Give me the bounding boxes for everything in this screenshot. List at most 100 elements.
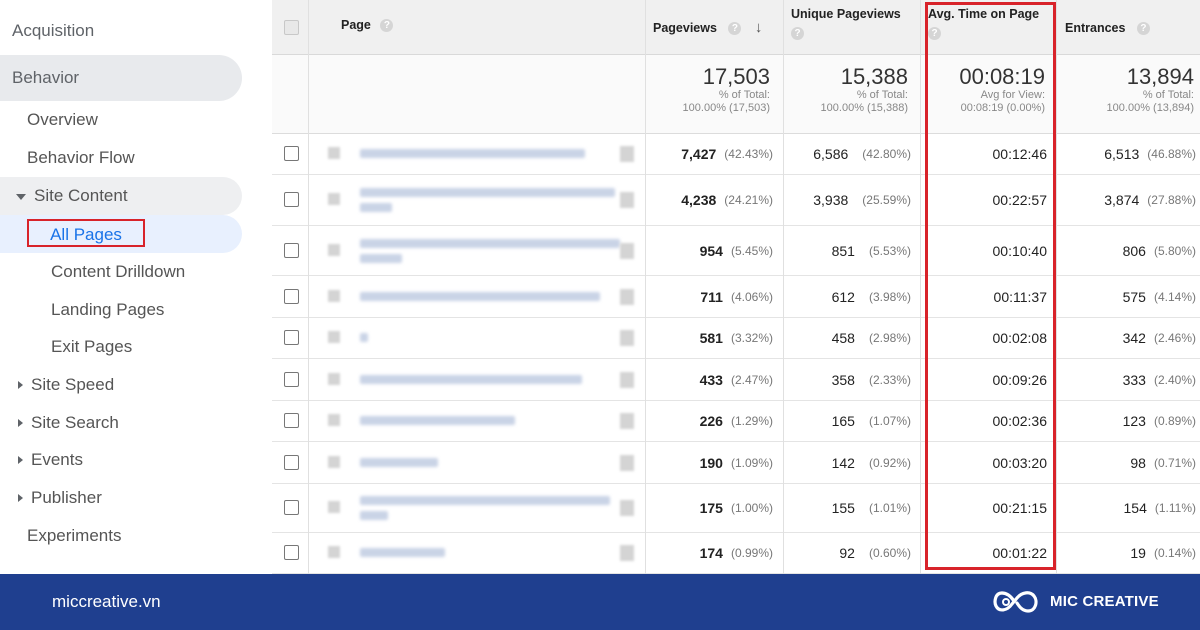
table-row[interactable]: 711 (4.06%) 612 (3.98%) 00:11:37 575 (4.14%)	[272, 276, 1200, 318]
open-page-icon[interactable]	[620, 413, 634, 429]
sidebar-item-label: Site Search	[31, 413, 119, 432]
sidebar-item-behavior-flow[interactable]: Behavior Flow	[27, 139, 135, 177]
page-url-link[interactable]	[360, 548, 445, 557]
table-row[interactable]: 581 (3.32%) 458 (2.98%) 00:02:08 342 (2.46%)	[272, 318, 1200, 359]
cell-percent: (1.00%)	[730, 501, 773, 515]
page-url-link[interactable]	[360, 511, 388, 520]
cell-avg-time: 00:22:57	[920, 175, 1048, 225]
sidebar-item-acquisition[interactable]: Acquisition	[12, 12, 94, 50]
sidebar-item-experiments[interactable]: Experiments	[27, 517, 121, 555]
page-url-link[interactable]	[360, 149, 585, 158]
sidebar-item-content-drilldown[interactable]: Content Drilldown	[51, 253, 185, 291]
open-page-icon[interactable]	[620, 146, 634, 162]
sidebar-item-behavior[interactable]: Behavior	[0, 55, 242, 101]
cell-pageviews: 4,238 (24.21%)	[645, 175, 773, 225]
open-page-icon[interactable]	[620, 500, 634, 516]
column-header-page[interactable]: Page ?	[341, 0, 641, 54]
row-checkbox[interactable]	[284, 192, 299, 207]
question-circle-icon[interactable]: ?	[1136, 22, 1150, 36]
cell-percent: (4.14%)	[1153, 289, 1196, 304]
cell-percent: (0.99%)	[730, 546, 773, 560]
open-page-icon[interactable]	[620, 289, 634, 305]
page-favicon-icon	[328, 331, 340, 343]
column-header-entrances[interactable]: Entrances ?	[1065, 0, 1195, 54]
open-page-icon[interactable]	[620, 243, 634, 259]
sidebar-item-label: Overview	[27, 110, 98, 129]
page-favicon-icon	[328, 501, 340, 513]
footer-site-url[interactable]: miccreative.vn	[52, 592, 161, 611]
page-url-link[interactable]	[360, 496, 610, 505]
caret-right-icon	[18, 493, 23, 502]
table-row[interactable]: 190 (1.09%) 142 (0.92%) 00:03:20 98 (0.71%)	[272, 442, 1200, 484]
row-checkbox[interactable]	[284, 500, 299, 515]
page-url-link[interactable]	[360, 333, 368, 342]
page-url-link[interactable]	[360, 375, 582, 384]
page-url-link[interactable]	[360, 458, 438, 467]
cell-pageviews: 226 (1.29%)	[645, 401, 773, 441]
sidebar-item-site-search[interactable]: Site Search	[18, 404, 119, 442]
row-checkbox[interactable]	[284, 413, 299, 428]
question-circle-icon[interactable]: ?	[928, 27, 941, 40]
sidebar-item-publisher[interactable]: Publisher	[18, 479, 102, 517]
cell-percent: (5.45%)	[730, 243, 773, 258]
sidebar-item-site-content[interactable]: Site Content	[0, 177, 242, 215]
cell-percent: (3.98%)	[868, 289, 911, 304]
question-circle-icon[interactable]: ?	[791, 27, 804, 40]
cell-avg-time: 00:03:20	[920, 442, 1048, 483]
question-circle-icon[interactable]: ?	[380, 19, 394, 33]
row-checkbox[interactable]	[284, 455, 299, 470]
sidebar-item-landing-pages[interactable]: Landing Pages	[51, 291, 164, 329]
sidebar-item-overview[interactable]: Overview	[27, 101, 98, 139]
page-url-link[interactable]	[360, 254, 402, 263]
page-url-link[interactable]	[360, 203, 392, 212]
cell-value: 581	[699, 330, 723, 346]
row-checkbox[interactable]	[284, 289, 299, 304]
row-checkbox[interactable]	[284, 146, 299, 161]
row-checkbox[interactable]	[284, 372, 299, 387]
table-row[interactable]: 4,238 (24.21%) 3,938 (25.59%) 00:22:57 3,874 (…	[272, 175, 1200, 226]
sidebar-item-label: Publisher	[31, 488, 102, 507]
open-page-icon[interactable]	[620, 372, 634, 388]
cell-avg-time: 00:12:46	[920, 134, 1048, 174]
table-row[interactable]: 433 (2.47%) 358 (2.33%) 00:09:26 333 (2.40%)	[272, 359, 1200, 401]
question-circle-icon[interactable]: ?	[728, 22, 742, 36]
sidebar-item-site-speed[interactable]: Site Speed	[18, 366, 114, 404]
sidebar-item-exit-pages[interactable]: Exit Pages	[51, 328, 132, 366]
sidebar-item-events[interactable]: Events	[18, 441, 83, 479]
page-favicon-icon	[328, 414, 340, 426]
column-header-avg-time[interactable]: Avg. Time on Page ?	[928, 0, 1058, 61]
cell-value: 155	[831, 500, 855, 516]
table-row[interactable]: 954 (5.45%) 851 (5.53%) 00:10:40 806 (5.80%)	[272, 226, 1200, 276]
table-row[interactable]: 175 (1.00%) 155 (1.01%) 00:21:15 154 (1.11%)	[272, 484, 1200, 533]
open-page-icon[interactable]	[620, 545, 634, 561]
cell-value: 612	[831, 288, 855, 305]
avg-time-highlight-box	[925, 2, 1056, 570]
table-row[interactable]: 7,427 (42.43%) 6,586 (42.80%) 00:12:46 6,513 (…	[272, 134, 1200, 175]
table-row[interactable]: 174 (0.99%) 92 (0.60%) 00:01:22 19 (0.14%)	[272, 533, 1200, 574]
row-checkbox[interactable]	[284, 243, 299, 258]
page-url-link[interactable]	[360, 292, 600, 301]
open-page-icon[interactable]	[620, 330, 634, 346]
page-url-link[interactable]	[360, 188, 615, 197]
page-url-link[interactable]	[360, 416, 515, 425]
cell-value: 575	[1122, 288, 1146, 305]
page-favicon-icon	[328, 546, 340, 558]
cell-percent: (4.06%)	[730, 289, 773, 304]
cell-entrances: 575 (4.14%)	[1056, 276, 1196, 317]
sidebar-item-label: Exit Pages	[51, 337, 133, 356]
page-url-link[interactable]	[360, 239, 620, 248]
table-row[interactable]: 226 (1.29%) 165 (1.07%) 00:02:36 123 (0.89%)	[272, 401, 1200, 442]
sidebar-item-all-pages[interactable]: All Pages	[0, 215, 242, 253]
column-header-unique-pageviews[interactable]: Unique Pageviews ?	[791, 0, 921, 61]
open-page-icon[interactable]	[620, 455, 634, 471]
open-page-icon[interactable]	[620, 192, 634, 208]
column-header-pageviews[interactable]: Pageviews ? ↓	[653, 0, 783, 54]
table-header: Page ? Pageviews ? ↓ Unique Pageviews ? …	[272, 0, 1200, 55]
row-checkbox[interactable]	[284, 330, 299, 345]
cell-percent: (1.11%)	[1154, 501, 1196, 515]
row-checkbox[interactable]	[284, 545, 299, 560]
select-all-checkbox[interactable]	[284, 20, 299, 35]
cell-percent: (0.89%)	[1153, 414, 1196, 428]
arrow-down-icon[interactable]: ↓	[754, 19, 763, 36]
cell-value: 3,874	[1104, 192, 1140, 208]
